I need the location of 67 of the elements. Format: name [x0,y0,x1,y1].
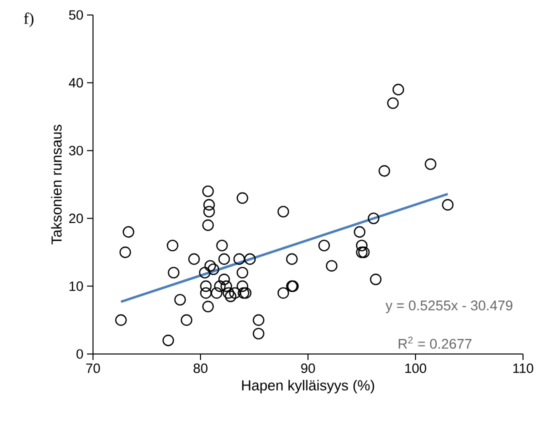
point [368,212,380,224]
point [174,294,186,306]
point [166,240,178,252]
point [252,328,264,340]
point [278,287,290,299]
x-axis-title: Hapen kylläisyys (%) [242,380,374,394]
point [200,287,212,299]
point [202,185,214,198]
point [370,274,382,286]
point [252,314,264,326]
point [224,290,236,302]
point [188,253,200,265]
point [216,240,228,252]
point [199,266,211,278]
point [218,274,230,286]
point [210,287,222,299]
point [358,246,370,258]
point [236,266,248,278]
x-tick-label: 90 [301,364,315,374]
point [203,206,215,218]
annotation: R$^{2}$ = 0.2677 [398,336,472,349]
point [236,280,248,292]
point [318,240,330,252]
point [200,280,212,292]
point [122,226,134,238]
point [162,334,174,346]
point [286,253,298,265]
y-tick-label: 40 [68,78,83,88]
x-tick-label: 80 [194,364,208,374]
point [326,260,338,272]
point [278,206,290,218]
point [168,266,180,278]
point [378,165,390,177]
point [208,263,220,276]
point [202,300,214,312]
point [233,253,245,265]
y-tick-label: 30 [69,146,83,156]
x-tick-label: 70 [86,364,100,374]
point [387,97,399,109]
point [222,287,234,299]
point [356,240,368,252]
point [392,84,404,96]
point [115,314,127,326]
y-tick-label: 0 [76,349,83,359]
point [442,199,454,211]
y-axis-title: Taksonien runsaus [51,124,62,244]
annotation: y = 0.5255x - 30.479 [386,300,512,314]
point [218,253,230,265]
point [244,253,256,265]
y-tick-label: 20 [69,214,83,224]
point [354,226,366,238]
x-tick-label: 110 [513,364,534,374]
point [203,199,215,211]
y-tick-label: 10 [70,281,83,291]
point [220,280,232,292]
text: f) [24,12,34,28]
point [119,246,132,258]
point [202,219,214,231]
point [180,314,192,326]
y-tick-label: 50 [69,10,83,20]
point [424,158,436,170]
point [214,280,226,292]
point [204,260,216,272]
point [236,192,248,204]
point [356,246,368,258]
x-tick-label: 100 [405,364,426,374]
point [229,287,241,299]
